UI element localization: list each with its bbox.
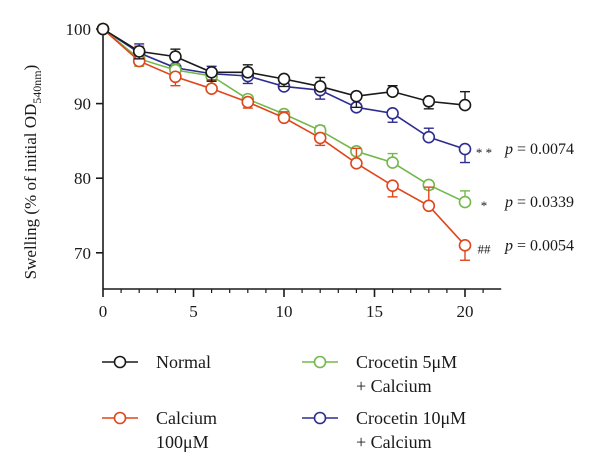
- legend-label: Crocetin 10μM: [356, 408, 466, 428]
- data-point: [205, 65, 218, 79]
- legend-marker: [113, 355, 127, 369]
- data-point: [386, 179, 399, 192]
- data-point: [386, 85, 399, 98]
- legend-item: Normal: [102, 352, 211, 372]
- x-tick-label: 5: [189, 302, 198, 321]
- data-point: [132, 45, 146, 58]
- series-0: [96, 22, 472, 112]
- data-point: [350, 89, 363, 103]
- data-point: [169, 70, 182, 84]
- annotations: ## p = 0.0054 * p = 0.0339 * * p = 0.0074: [476, 141, 574, 256]
- p-value-label: p = 0.0074: [504, 141, 574, 158]
- legend-marker: [313, 411, 327, 425]
- plot-area: [96, 22, 472, 261]
- p-value-label: p = 0.0339: [504, 194, 574, 211]
- x-tick-label: 0: [99, 302, 108, 321]
- series-line: [102, 28, 466, 246]
- legend-label: Crocetin 5μM: [356, 352, 457, 372]
- data-point: [313, 80, 327, 93]
- data-point: [458, 98, 472, 112]
- legend-label: Normal: [156, 352, 211, 372]
- data-point: [96, 22, 110, 36]
- significance-marker: *: [481, 198, 488, 213]
- data-point: [241, 95, 255, 109]
- data-point: [386, 156, 399, 169]
- data-point: [458, 195, 472, 209]
- series-3: [96, 22, 472, 164]
- p-value-label: p = 0.0054: [504, 237, 574, 254]
- y-tick-label: 80: [74, 169, 91, 188]
- data-point: [350, 156, 363, 170]
- data-point: [386, 106, 399, 120]
- x-tick-label: 20: [457, 302, 474, 321]
- data-point: [277, 111, 291, 125]
- data-point: [422, 95, 436, 108]
- y-axis-label: Swelling (% of initial OD540nm): [21, 65, 44, 280]
- legend-label: + Calcium: [356, 376, 432, 396]
- legend-item: Crocetin 5μM + Calcium: [302, 352, 457, 396]
- y-tick-label: 100: [66, 20, 92, 39]
- legend-label: 100μM: [156, 432, 209, 452]
- axes: 70 80 90 100 0 5 10 15 20: [66, 20, 502, 321]
- legend-item: Calcium 100μM: [102, 408, 217, 452]
- data-point: [422, 130, 436, 144]
- data-point: [458, 239, 472, 252]
- legend-marker: [313, 355, 327, 369]
- data-point: [205, 82, 218, 95]
- legend-label: + Calcium: [356, 432, 432, 452]
- significance-marker: * *: [476, 145, 492, 160]
- y-axis-label-text: Swelling (% of initial OD540nm): [21, 65, 44, 280]
- legend-marker: [113, 411, 127, 425]
- data-point: [277, 72, 291, 86]
- x-tick-label: 10: [276, 302, 293, 321]
- legend-item: Crocetin 10μM + Calcium: [302, 408, 466, 452]
- data-point: [422, 199, 436, 213]
- y-tick-label: 70: [74, 244, 91, 263]
- significance-marker: ##: [478, 241, 492, 256]
- data-point: [458, 142, 472, 156]
- series-line: [102, 28, 466, 106]
- data-point: [313, 131, 327, 145]
- data-point: [169, 50, 182, 63]
- data-point: [241, 65, 255, 79]
- x-tick-label: 15: [366, 302, 383, 321]
- y-tick-label: 90: [74, 95, 91, 114]
- legend-label: Calcium: [156, 408, 217, 428]
